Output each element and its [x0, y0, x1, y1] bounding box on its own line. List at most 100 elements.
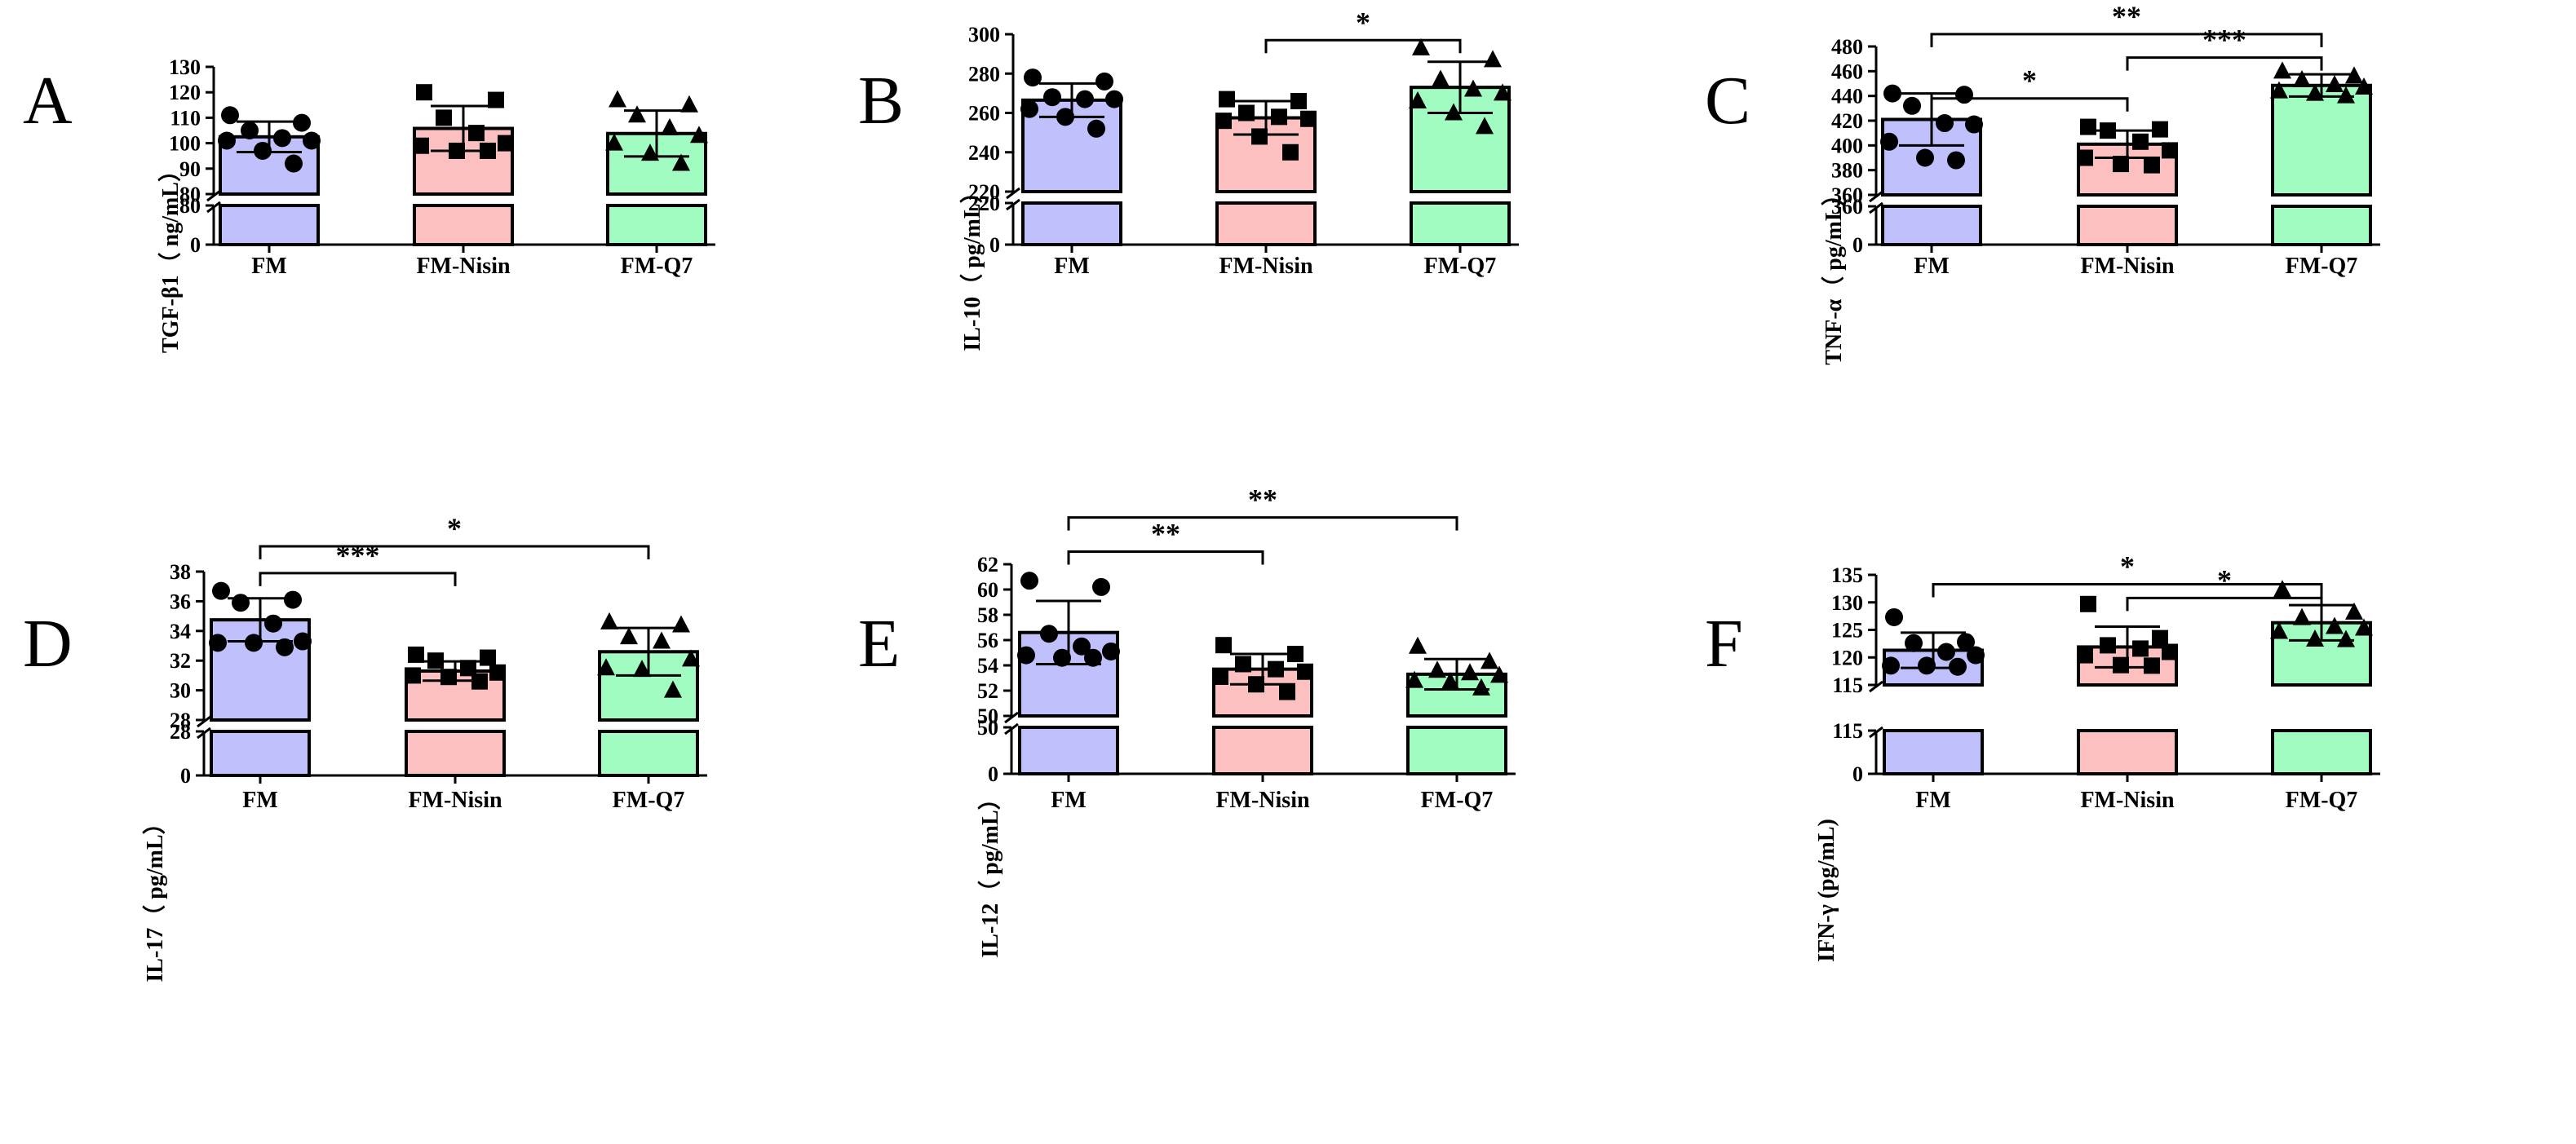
data-point — [1957, 633, 1975, 652]
axis-break-mark — [1004, 722, 1019, 735]
data-point — [1300, 110, 1317, 127]
data-point — [2273, 61, 2291, 79]
break-gap — [1882, 687, 1985, 729]
y-tick-label: 80 — [179, 183, 201, 206]
panel-letter-d: D — [23, 606, 73, 682]
bar-lower-fm — [219, 204, 320, 246]
data-point — [628, 105, 646, 123]
data-point — [241, 121, 259, 139]
bar-lower-fm — [1883, 729, 1984, 775]
significance-bracket — [1932, 582, 2323, 598]
data-point — [2337, 629, 2355, 647]
data-point — [1494, 83, 1512, 101]
data-point — [1882, 656, 1900, 675]
panel-letter-c: C — [1705, 63, 1751, 139]
y-tick-label: 110 — [170, 106, 201, 130]
data-point — [600, 612, 618, 629]
data-point — [285, 154, 303, 173]
panel-letter-a: A — [23, 63, 73, 139]
bar-lower-fm-nisin — [1212, 726, 1313, 775]
y-tick-label: 220 — [968, 180, 1000, 204]
data-point — [2270, 621, 2288, 639]
data-point — [480, 649, 496, 666]
y-tick-label: 50 — [977, 705, 998, 728]
y-axis-title-b: IL-10（ pg/mL） — [960, 180, 985, 351]
data-point — [1238, 104, 1255, 121]
data-point — [1053, 648, 1071, 667]
data-point — [1251, 128, 1268, 145]
y-tick-label: 56 — [977, 629, 998, 652]
data-point — [209, 634, 227, 652]
y-tick-label: 300 — [968, 23, 1000, 46]
data-point — [1215, 113, 1232, 130]
break-gap — [1409, 193, 1512, 201]
x-tick-label-fm: FM — [242, 788, 278, 813]
y-tick-label: 100 — [169, 132, 201, 156]
data-point — [1040, 625, 1058, 643]
y-axis-title-a: TGF-β1（ ng/mL） — [158, 159, 184, 353]
y-tick-label: 135 — [1831, 563, 1863, 587]
significance-bracket — [1067, 516, 1458, 531]
data-point — [1102, 642, 1120, 660]
x-tick-label-fm-q7: FM-Q7 — [613, 788, 685, 813]
data-point — [1937, 643, 1955, 661]
y-tick-label: 420 — [1831, 109, 1863, 133]
panel-d: 28 30 32 34 36 38 0 28 FM FM-Nisin FM-Q7 * *** D IL-… — [0, 512, 856, 1142]
data-point — [1248, 676, 1264, 693]
data-point — [276, 638, 294, 656]
data-point — [2152, 629, 2168, 647]
axis-break-mark — [197, 727, 211, 740]
significance-label: * — [447, 512, 462, 545]
break-gap — [1017, 718, 1120, 726]
y-tick-label: 38 — [170, 560, 191, 584]
data-point — [413, 137, 429, 154]
y-tick-label: 360 — [1831, 195, 1863, 219]
bar-lower-fm-nisin — [1215, 201, 1317, 246]
break-gap — [1215, 193, 1317, 201]
significance-label: ** — [1151, 518, 1180, 550]
data-point — [2132, 133, 2149, 150]
data-point — [1965, 115, 1983, 134]
y-tick-label: 115 — [1832, 719, 1863, 743]
bar-upper-fm-q7 — [598, 650, 699, 722]
y-tick-label: 125 — [1831, 619, 1863, 643]
data-point — [416, 84, 432, 101]
bar-lower-fm-q7 — [598, 730, 699, 777]
data-point — [2113, 656, 2129, 674]
significance-bracket — [2126, 596, 2323, 612]
data-point — [1087, 119, 1105, 138]
significance-bracket — [1067, 550, 1264, 565]
axis-break-mark — [1869, 726, 1883, 739]
data-point — [1290, 93, 1307, 110]
data-point — [212, 581, 230, 600]
data-point — [1287, 646, 1303, 663]
y-tick-label: 0 — [988, 762, 998, 786]
y-axis-title-f: IFN-γ (pg/mL) — [1814, 819, 1839, 962]
y-tick-label: 36 — [170, 590, 191, 613]
data-point — [405, 667, 421, 684]
y-tick-label: 30 — [170, 679, 191, 703]
data-point — [1268, 660, 1284, 678]
data-point — [1020, 572, 1038, 590]
data-point — [480, 142, 496, 159]
x-tick-label-fm-nisin: FM-Nisin — [2080, 254, 2175, 279]
axis-break-mark — [1004, 711, 1019, 724]
y-axis-title-e: IL-12（ pg/mL） — [978, 787, 1003, 958]
data-point — [408, 646, 424, 663]
break-gap — [1880, 197, 1983, 205]
y-tick-label: 120 — [169, 81, 201, 104]
bar-lower-fm-nisin — [2077, 205, 2178, 246]
data-point — [1490, 665, 1508, 683]
data-point — [1279, 683, 1295, 700]
y-tick-label: 34 — [170, 620, 191, 643]
data-point — [1056, 108, 1074, 126]
data-point — [294, 632, 312, 651]
significance-label: * — [1356, 6, 1370, 38]
bar-lower-fm-q7 — [2271, 729, 2372, 775]
data-point — [245, 634, 263, 652]
significance-bracket — [1264, 38, 1462, 54]
data-point — [1092, 577, 1110, 596]
data-point — [1885, 607, 1903, 626]
